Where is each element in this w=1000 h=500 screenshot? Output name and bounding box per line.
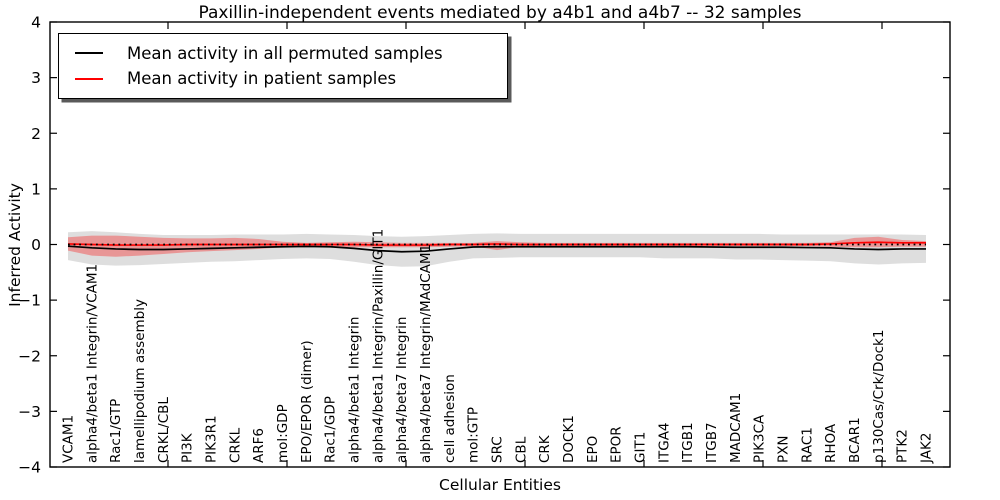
x-tick-label: BCAR1 bbox=[847, 417, 863, 463]
x-axis-label: Cellular Entities bbox=[439, 476, 561, 494]
x-tick-label: JAK2 bbox=[919, 433, 935, 464]
axes-frame bbox=[49, 21, 951, 468]
x-tick-label: Rac1/GDP bbox=[323, 396, 339, 463]
x-tick-label: RHOA bbox=[823, 423, 839, 463]
permuted-line-swatch bbox=[75, 52, 103, 55]
y-tick-label: 3 bbox=[31, 69, 41, 87]
x-tick-label: DOCK1 bbox=[561, 415, 577, 463]
x-tick-label: PIK3R1 bbox=[204, 415, 220, 463]
x-tick-label: PIK3CA bbox=[752, 414, 768, 463]
x-tick-label: PI3K bbox=[180, 432, 196, 463]
x-tick-label: CRKL/CBL bbox=[156, 397, 172, 463]
x-tick-label: alpha4/beta1 Integrin/Paxillin/GIT1 bbox=[370, 229, 386, 463]
x-tick-label: RAC1 bbox=[799, 427, 815, 463]
x-tick-label: ITGB1 bbox=[680, 422, 696, 463]
legend-label-permuted: Mean activity in all permuted samples bbox=[127, 43, 443, 63]
x-tick-label: PTK2 bbox=[895, 429, 911, 463]
x-tick-label: MADCAM1 bbox=[728, 393, 744, 463]
x-tick-label: alpha4/beta7 Integrin/MAdCAM1 bbox=[418, 244, 434, 463]
permuted-samples-std-band bbox=[68, 231, 926, 267]
legend: Mean activity in all permuted samples Me… bbox=[58, 33, 508, 99]
x-tick-label: EPO/EPOR (dimer) bbox=[299, 340, 315, 463]
series-line-1 bbox=[67, 241, 926, 246]
x-tick-label: mol:GDP bbox=[275, 404, 291, 463]
x-tick-label: EPOR bbox=[609, 426, 625, 463]
x-tick-label: mol:GTP bbox=[466, 407, 482, 463]
x-tick-label: PXN bbox=[776, 436, 792, 464]
x-tick-label: ITGB7 bbox=[704, 422, 720, 463]
x-tick-label: VCAM1 bbox=[61, 415, 77, 463]
legend-label-patient: Mean activity in patient samples bbox=[127, 69, 397, 89]
y-tick-label: −2 bbox=[18, 347, 41, 365]
x-tick-label: CRKL bbox=[227, 427, 243, 463]
x-tick-label: Rac1/GTP bbox=[108, 399, 124, 463]
y-tick-label: 0 bbox=[31, 236, 41, 254]
x-tick-label: alpha4/beta7 Integrin bbox=[394, 317, 410, 463]
y-tick-label: −1 bbox=[18, 292, 41, 310]
series-line-0 bbox=[67, 245, 926, 253]
x-tick-label: ARF6 bbox=[251, 428, 267, 463]
x-tick-label: alpha4/beta1 Integrin bbox=[347, 317, 363, 463]
x-tick-label: cell adhesion bbox=[442, 374, 458, 463]
y-tick-label: −4 bbox=[18, 459, 41, 477]
x-tick-label: CRK bbox=[537, 434, 553, 463]
chart-title: Paxillin-independent events mediated by … bbox=[198, 3, 802, 23]
legend-entry-patient: Mean activity in patient samples bbox=[59, 69, 507, 88]
legend-entry-permuted: Mean activity in all permuted samples bbox=[59, 44, 507, 63]
y-tick-label: 2 bbox=[31, 125, 41, 143]
y-tick-label: 4 bbox=[31, 14, 41, 32]
x-tick-label: ITGA4 bbox=[656, 422, 672, 463]
x-tick-label: SRC bbox=[490, 436, 506, 463]
x-tick-label: EPO bbox=[585, 436, 601, 463]
x-tick-label: p130Cas/Crk/Dock1 bbox=[871, 330, 887, 463]
x-tick-label: CBL bbox=[513, 436, 529, 463]
x-tick-label: GIT1 bbox=[633, 432, 649, 463]
x-tick-label: lamellipodium assembly bbox=[132, 299, 148, 463]
x-tick-label: alpha4/beta1 Integrin/VCAM1 bbox=[84, 264, 100, 463]
y-tick-label: −3 bbox=[18, 403, 41, 421]
patient-line-swatch bbox=[75, 77, 103, 80]
y-tick-label: 1 bbox=[31, 180, 41, 198]
